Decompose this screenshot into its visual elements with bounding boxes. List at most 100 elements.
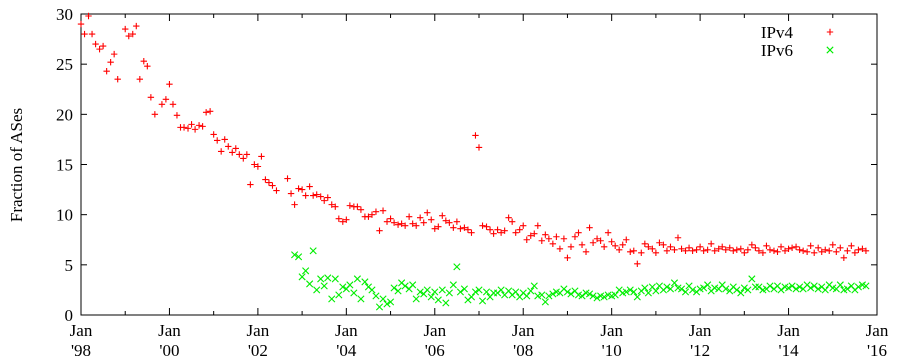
ipv4-point (99, 42, 107, 50)
ipv4-point (531, 230, 538, 237)
ipv4-point (435, 223, 442, 230)
x-tick-label-month: Jan (689, 321, 712, 340)
x-tick-label-year: '10 (602, 341, 622, 360)
ipv4-point (147, 94, 155, 101)
x-tick-label-month: Jan (70, 321, 93, 340)
ipv4-point (298, 186, 306, 193)
ipv4-point (254, 163, 262, 170)
ipv6-point (409, 281, 417, 289)
x-tick-label-month: Jan (158, 321, 181, 340)
ipv6-point (298, 273, 306, 281)
ipv4-point (122, 25, 129, 33)
ipv4-point (689, 247, 696, 254)
ipv6-point (567, 290, 575, 298)
ipv4-point (660, 241, 667, 248)
ipv4-point (221, 136, 228, 143)
ipv4-point (354, 203, 361, 210)
ipv6-point (431, 288, 439, 296)
ipv4-point (420, 219, 427, 226)
ipv4-point (365, 213, 372, 220)
series-layer (77, 12, 870, 311)
ipv6-point (497, 286, 505, 294)
ipv6-point (600, 293, 608, 301)
legend-label-ipv4: IPv4 (761, 23, 794, 42)
ipv4-point (704, 246, 711, 253)
ipv6-point (751, 283, 759, 291)
ipv6-point (309, 247, 317, 255)
y-tick-label: 5 (65, 256, 74, 275)
ipv4-point (180, 124, 188, 131)
ipv4-point (494, 226, 501, 233)
ipv6-point (737, 289, 745, 297)
ipv4-point (110, 50, 118, 58)
ipv4-point (862, 247, 870, 254)
ipv4-point (715, 245, 722, 252)
ipv4-point (376, 227, 383, 234)
legend-marker-ipv6 (826, 46, 834, 54)
ipv4-point (232, 145, 239, 152)
ipv6-point (317, 275, 325, 283)
ipv6-point (453, 263, 461, 271)
ipv6-point (353, 275, 361, 283)
ipv4-point (431, 225, 438, 232)
x-tick-label-year: '98 (71, 341, 91, 360)
ipv4-point (401, 222, 409, 229)
ipv4-point (542, 231, 549, 238)
ipv4-point (199, 123, 206, 130)
x-tick-label-month: Jan (335, 321, 358, 340)
ipv4-point (335, 215, 343, 222)
ipv4-point (188, 121, 195, 128)
ipv6-point (291, 251, 299, 259)
x-tick-label-year: '02 (248, 341, 268, 360)
ipv6-point (302, 267, 310, 275)
ipv4-point (508, 218, 516, 225)
ipv4-point (262, 176, 269, 183)
legend-label-ipv6: IPv6 (761, 41, 793, 60)
ipv4-point (416, 214, 424, 221)
ipv4-point (814, 244, 822, 251)
ipv6-point (331, 275, 339, 283)
ipv6-point (611, 291, 619, 299)
ipv4-point (608, 238, 615, 245)
ipv4-point (667, 243, 674, 250)
x-tick-label-year: '12 (690, 341, 710, 360)
ipv4-point (792, 243, 800, 250)
ipv4-point (656, 239, 663, 246)
ipv4-point (859, 245, 866, 252)
x-tick-label-year: '00 (159, 341, 179, 360)
ipv4-point (807, 242, 814, 249)
ipv6-point (449, 281, 457, 289)
ipv4-point (306, 183, 313, 190)
ipv4-point (678, 245, 685, 252)
ipv4-point (693, 246, 700, 253)
x-tick-label-year: '04 (336, 341, 357, 360)
ipv4-point (269, 182, 276, 189)
ipv4-point (826, 247, 833, 254)
ipv6-point (545, 292, 553, 300)
ipv6-point (372, 292, 380, 300)
ipv4-point (191, 126, 199, 133)
ipv4-point (777, 243, 785, 250)
ipv4-point (674, 234, 682, 241)
ipv4-point (623, 236, 630, 243)
ipv4-point (497, 229, 505, 236)
ipv6-point (563, 288, 572, 296)
ipv4-point (586, 224, 593, 231)
ipv6-point (549, 290, 557, 298)
ipv4-point (107, 58, 114, 66)
ipv4-point (136, 76, 144, 83)
ipv4-point (357, 206, 365, 213)
ipv6-point (475, 286, 483, 294)
ipv6-point (796, 283, 804, 291)
ipv6-point (375, 303, 384, 311)
ipv6-point (294, 253, 303, 261)
ipv4-point (737, 245, 744, 252)
ipv6-point (394, 287, 402, 295)
ipv6-point (324, 274, 332, 282)
x-tick-label-year: '06 (425, 341, 445, 360)
ipv4-point (512, 229, 519, 236)
ipv4-point (567, 243, 575, 250)
ipv4-point (520, 222, 527, 229)
ipv4-point (383, 218, 391, 225)
ipv4-point (527, 232, 534, 239)
